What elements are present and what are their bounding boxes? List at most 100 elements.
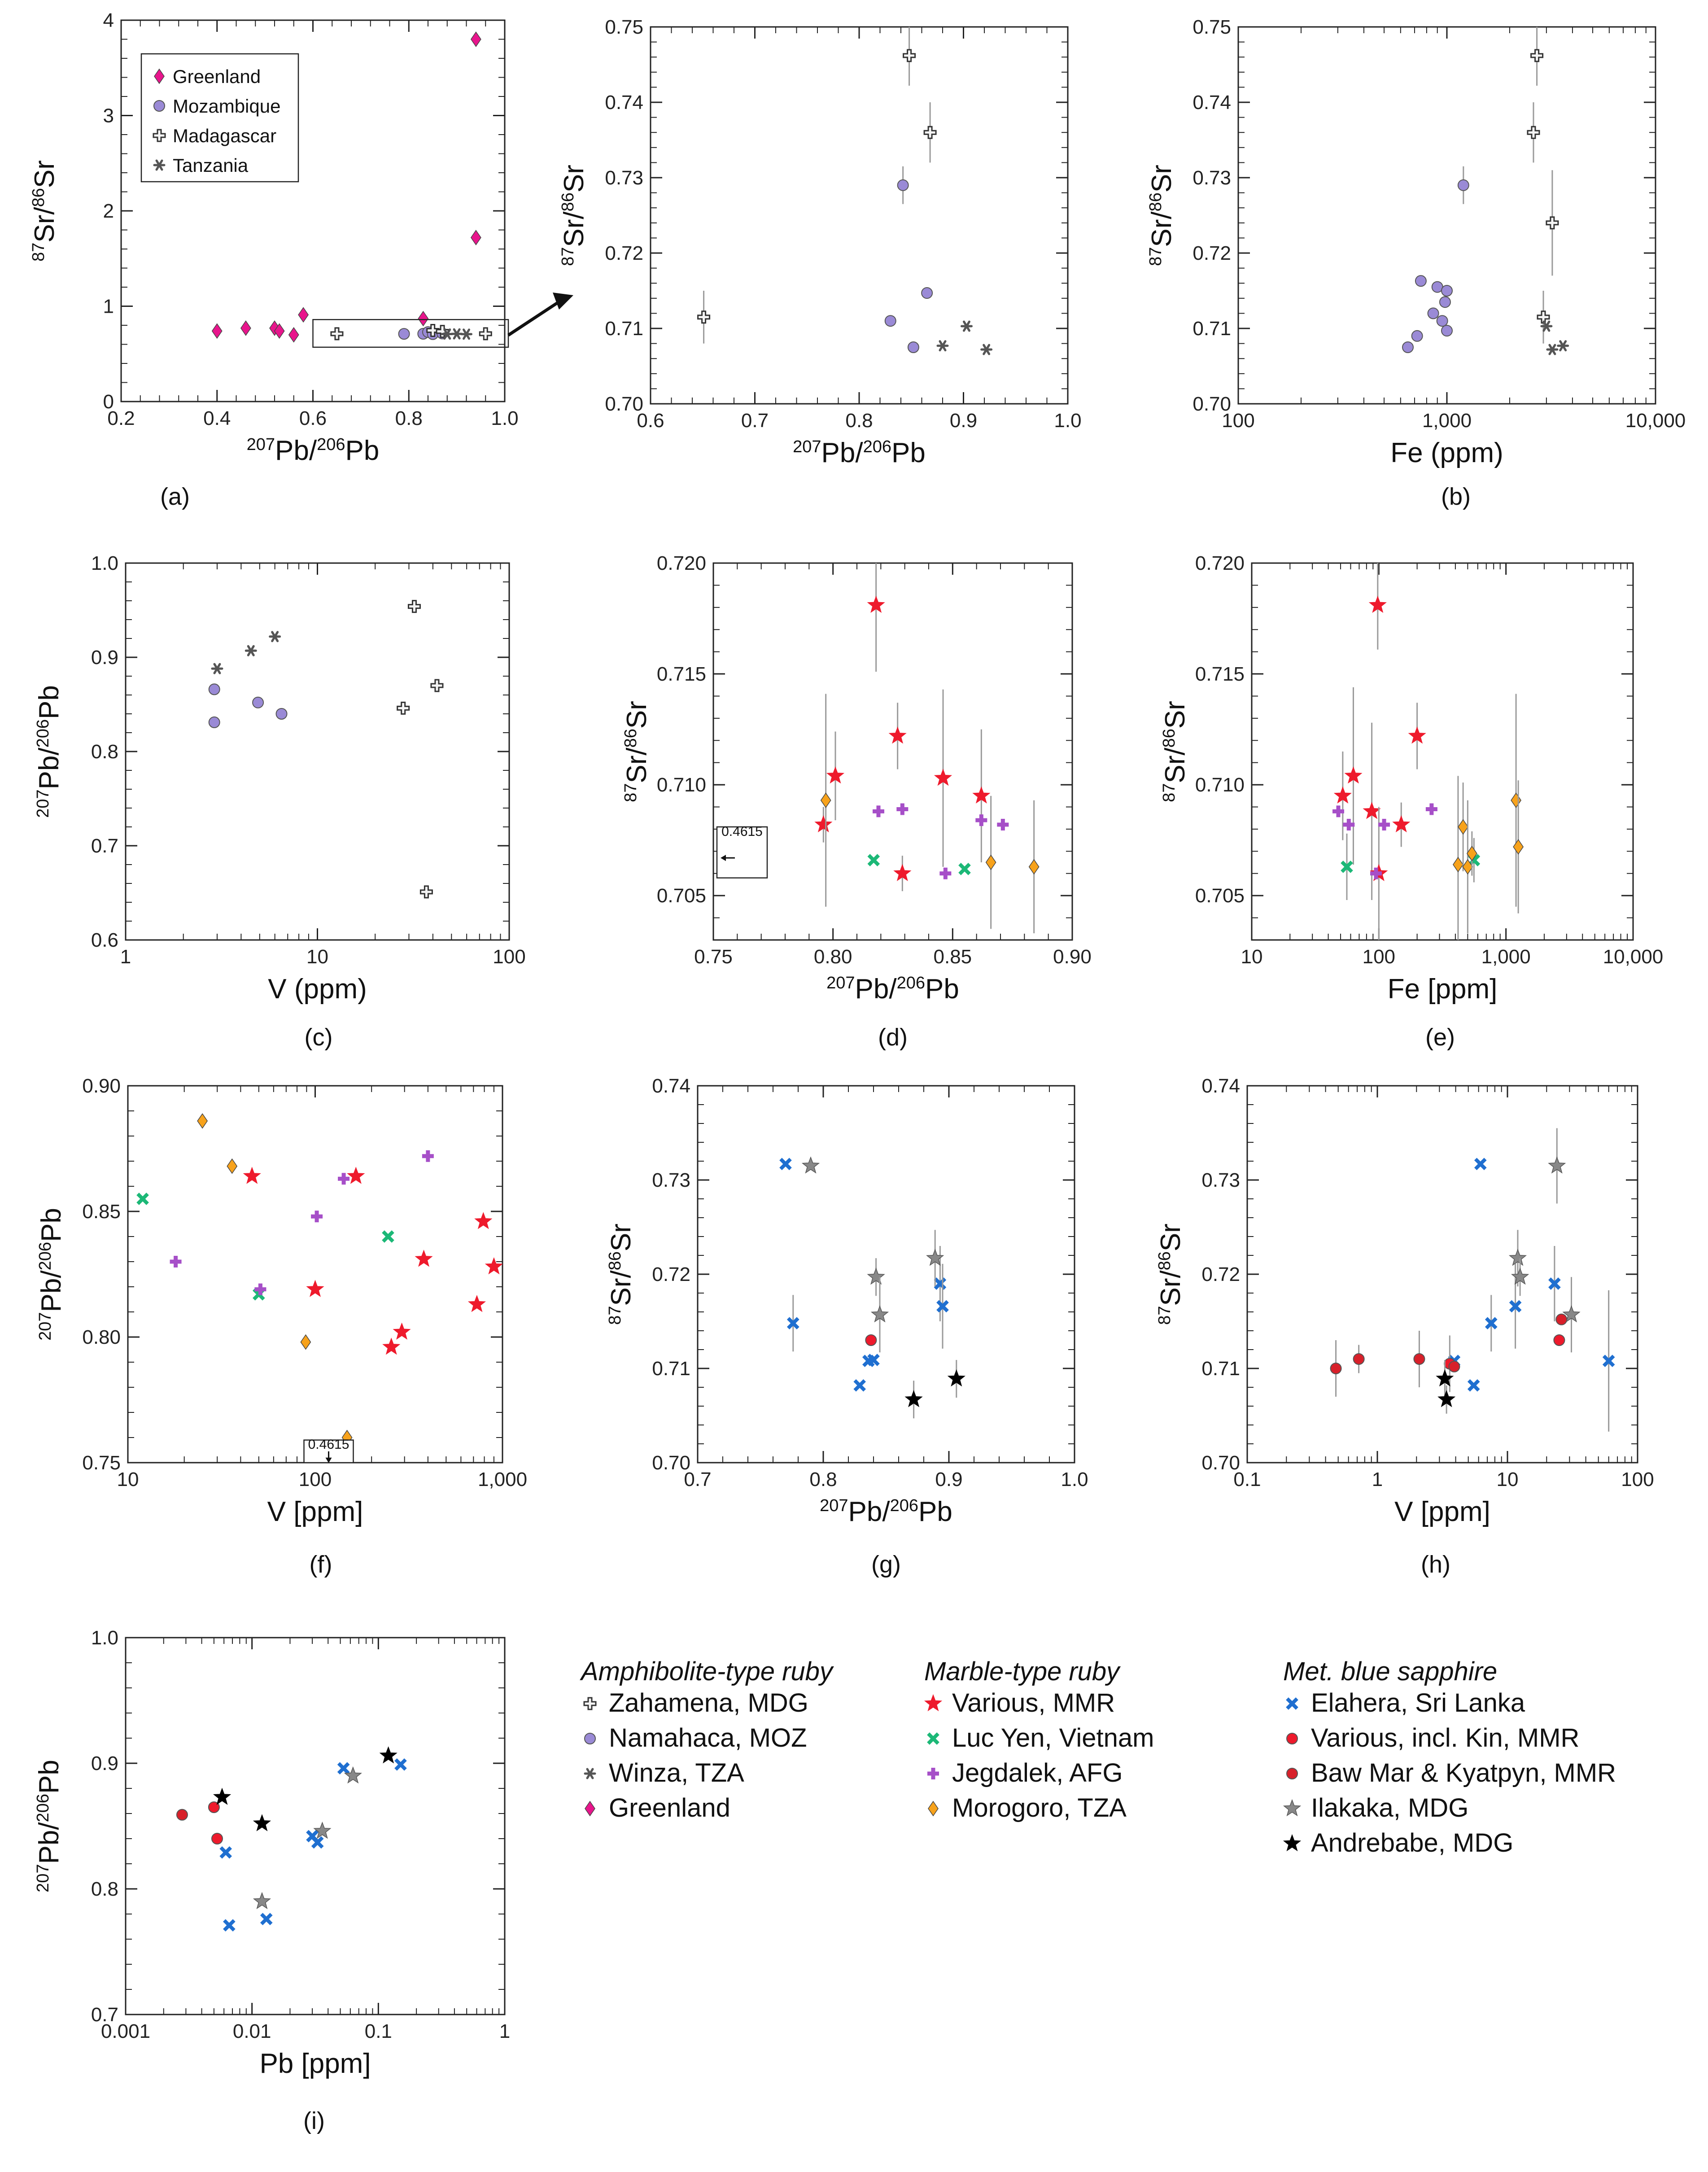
data-point: [467, 1295, 486, 1312]
data-point: [888, 726, 907, 744]
legend-label: Mozambique: [173, 96, 280, 117]
x-tick-label: 1,000: [478, 1468, 527, 1490]
y-tick-label: 0: [103, 391, 114, 413]
x-tick-label: 10: [1241, 946, 1263, 968]
y-tick-label: 0.90: [82, 1075, 121, 1097]
data-point: [980, 344, 993, 355]
chart-panel-c: 1 10 100 0.6 0.7 0.8 0.9 1.0 V (ppm) 207Pb/206Pb: [34, 552, 526, 1005]
data-point: [867, 1354, 880, 1366]
data-point: [1408, 726, 1426, 744]
x-axis-label: V [ppm]: [267, 1496, 363, 1527]
data-point: [275, 708, 288, 720]
data-point: [867, 854, 880, 866]
panel-label: (f): [310, 1551, 332, 1578]
data-point: [1415, 275, 1427, 287]
x-tick-label: 0.001: [101, 2020, 150, 2042]
data-point: [1457, 179, 1469, 191]
x-tick-label: 0.2: [107, 407, 135, 429]
data-layer: [136, 1113, 502, 1446]
legend-marker: [1286, 1733, 1298, 1744]
legend-label: Greenland: [173, 66, 261, 87]
panel-label: (e): [1425, 1024, 1455, 1051]
data-point: [419, 885, 433, 899]
y-tick-label: 1: [103, 296, 114, 318]
legend-marker: [584, 1768, 596, 1779]
panel-label: (b): [1441, 483, 1471, 510]
y-tick-label: 0.70: [1201, 1452, 1240, 1474]
data-point: [1333, 786, 1352, 804]
y-tick-label: 0.74: [605, 92, 643, 114]
y-axis-label: 87Sr/86Sr: [29, 160, 60, 262]
x-axis-label: Pb [ppm]: [259, 2048, 371, 2079]
legend-label: Various, MMR: [952, 1688, 1115, 1717]
data-point: [208, 683, 220, 695]
x-axis-label: 207Pb/206Pb: [247, 435, 380, 466]
y-axis-label: 207Pb/206Pb: [36, 1208, 67, 1341]
x-tick-label: 1,000: [1481, 946, 1531, 968]
annotation-text: 0.4615: [308, 1437, 349, 1452]
x-tick-label: 0.8: [845, 410, 873, 432]
data-point: [1546, 344, 1559, 355]
y-tick-label: 0.70: [652, 1452, 690, 1474]
data-point: [311, 1836, 324, 1849]
legend-box: Greenland Mozambique Madagascar Tanzania: [140, 53, 299, 183]
y-tick-label: 0.75: [605, 16, 643, 38]
data-point: [227, 1158, 238, 1174]
data-point: [975, 814, 987, 826]
x-tick-label: 0.01: [233, 2020, 271, 2042]
data-point: [1485, 1317, 1498, 1330]
legend-label: Winza, TZA: [609, 1758, 744, 1787]
data-point: [1466, 845, 1477, 861]
data-point: [1453, 857, 1463, 873]
panel-label: (d): [878, 1024, 908, 1051]
data-point: [245, 645, 257, 656]
data-point: [170, 1256, 182, 1267]
data-point: [1509, 1300, 1522, 1313]
legend-marker: [927, 1732, 939, 1745]
data-point: [1508, 1249, 1527, 1266]
x-tick-label: 1.0: [1054, 410, 1081, 432]
x-tick-label: 10: [1497, 1468, 1519, 1490]
x-tick-label: 10: [117, 1468, 139, 1490]
data-point: [470, 31, 481, 47]
plot-frame: [697, 1085, 1075, 1464]
x-tick-label: 1.0: [491, 407, 518, 429]
data-point: [397, 701, 410, 715]
data-point: [893, 864, 912, 881]
y-tick-label: 0.75: [1193, 16, 1231, 38]
data-point: [1540, 320, 1553, 332]
data-point: [826, 766, 845, 784]
plot-frame: [650, 26, 1069, 405]
data-layer: [211, 31, 492, 343]
y-axis-label: 207Pb/206Pb: [34, 685, 65, 818]
data-point: [1546, 216, 1559, 230]
x-tick-label: 0.1: [365, 2020, 392, 2042]
data-point: [934, 1277, 947, 1290]
legend-label: Namahaca, MOZ: [609, 1723, 807, 1752]
panel-label: (h): [1421, 1551, 1450, 1578]
plot-frame: [712, 562, 1073, 941]
data-point: [213, 1787, 232, 1805]
data-point: [311, 1211, 323, 1223]
data-point: [936, 1300, 949, 1313]
data-point: [921, 287, 933, 299]
x-tick-label: 0.80: [814, 946, 852, 968]
chart-panel-b: 100 1,000 10,000 0.70 0.71 0.72 0.73 0.74 0.75 Fe…: [1146, 16, 1686, 468]
legend-marker: [153, 129, 166, 142]
data-point: [300, 1334, 311, 1350]
plot-frame: [125, 1637, 506, 2015]
data-point: [1332, 805, 1345, 817]
data-point: [313, 1822, 332, 1839]
legend-label: Luc Yen, Vietnam: [952, 1723, 1154, 1752]
data-point: [1557, 340, 1569, 352]
data-point: [853, 1379, 866, 1392]
data-point: [382, 1230, 394, 1243]
y-axis-label: 87Sr/86Sr: [606, 1224, 637, 1325]
data-layer: [1332, 563, 1524, 940]
minor-ticks: [713, 563, 1073, 940]
legend-frame: [140, 53, 299, 183]
x-tick-label: 0.7: [741, 410, 769, 432]
y-tick-label: 0.9: [91, 1752, 118, 1774]
x-tick-label: 1.0: [1061, 1468, 1088, 1490]
data-point: [1441, 325, 1453, 337]
